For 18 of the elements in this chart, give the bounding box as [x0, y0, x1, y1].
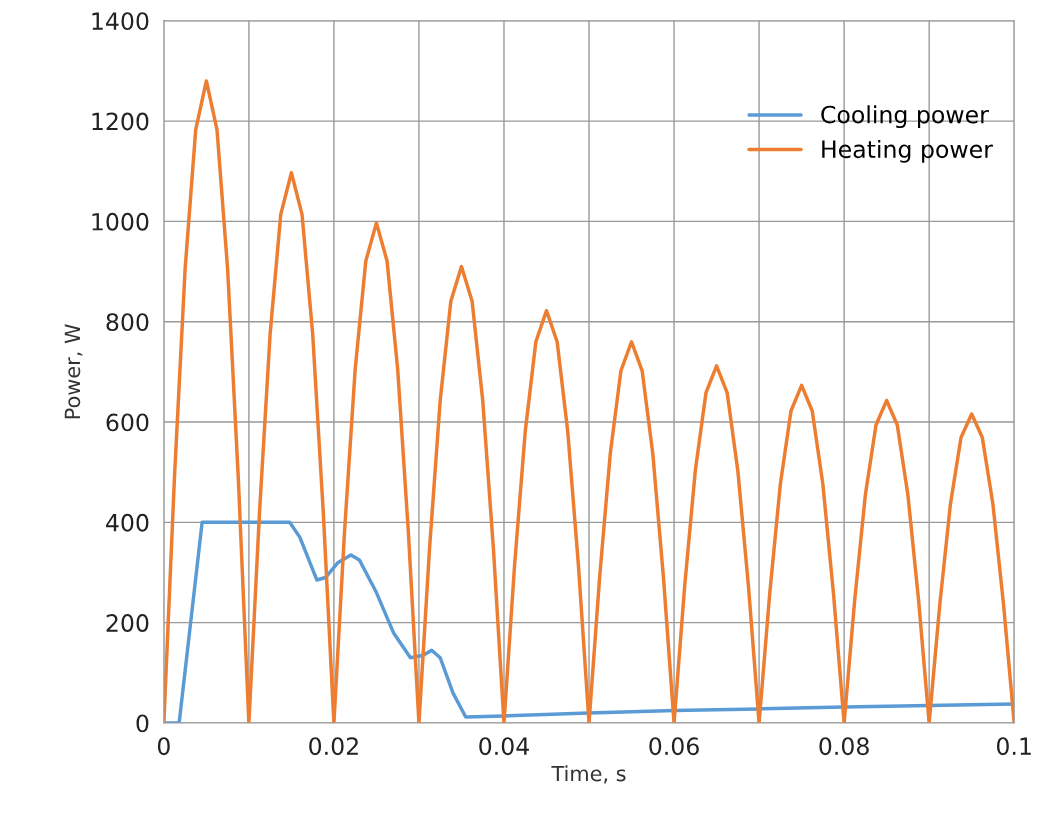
y-tick-label: 1200 — [92, 112, 149, 131]
y-tick-label: 200 — [106, 614, 149, 632]
y-tick-label: 400 — [106, 513, 149, 532]
x-tick-label: 0.06 — [649, 737, 699, 756]
x-tick-label: 0.02 — [309, 737, 358, 756]
x-tick-label: 0.04 — [479, 737, 529, 756]
y-tick-label: 0 — [136, 714, 149, 733]
x-tick-label: 0 — [157, 737, 170, 756]
y-tick-label: 1400 — [92, 12, 149, 31]
legend-label: Heating power — [822, 139, 993, 163]
y-tick-label: 600 — [106, 413, 149, 432]
x-axis-title: Time, s — [551, 765, 626, 784]
legend-label: Cooling power — [821, 105, 989, 129]
y-tick-label: 1000 — [92, 212, 149, 231]
y-tick-label: 800 — [106, 313, 149, 332]
y-axis-title: Power, W — [64, 324, 83, 419]
x-tick-label: 0.08 — [819, 737, 869, 756]
x-tick-label: 0.1 — [996, 737, 1031, 756]
